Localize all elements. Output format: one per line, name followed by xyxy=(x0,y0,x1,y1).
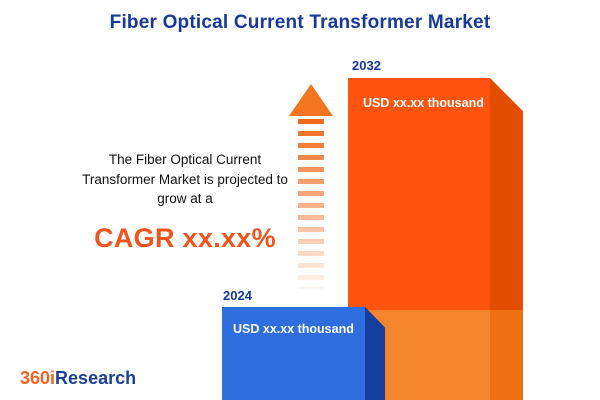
cagr-value: CAGR xx.xx% xyxy=(94,222,276,253)
description-line-1: The Fiber Optical Current xyxy=(108,152,262,167)
projection-description: The Fiber Optical Current Transformer Ma… xyxy=(45,150,325,258)
bar-2024-value-label: USD xx.xx thousand xyxy=(233,322,354,336)
bar-2032-year-label: 2032 xyxy=(352,58,381,73)
description-line-3: grow at a xyxy=(157,191,213,207)
bar-2032-3d-side xyxy=(490,78,523,400)
growth-arrow-head-icon xyxy=(289,84,333,116)
logo-suffix: Research xyxy=(55,368,137,388)
description-line-2: Transformer Market is projected to xyxy=(82,171,288,187)
bar-2024-3d-side xyxy=(365,307,385,400)
page-title: Fiber Optical Current Transformer Market xyxy=(109,12,491,33)
bar-2032-value-label: USD xx.xx thousand xyxy=(363,96,484,110)
bar-2024 xyxy=(222,307,365,400)
bar-2024-year-label: 2024 xyxy=(223,288,252,303)
logo-prefix: 360i xyxy=(20,368,56,388)
growth-arrow-dashed-shaft-icon xyxy=(298,119,324,289)
brand-logo: 360iResearch xyxy=(20,368,136,389)
